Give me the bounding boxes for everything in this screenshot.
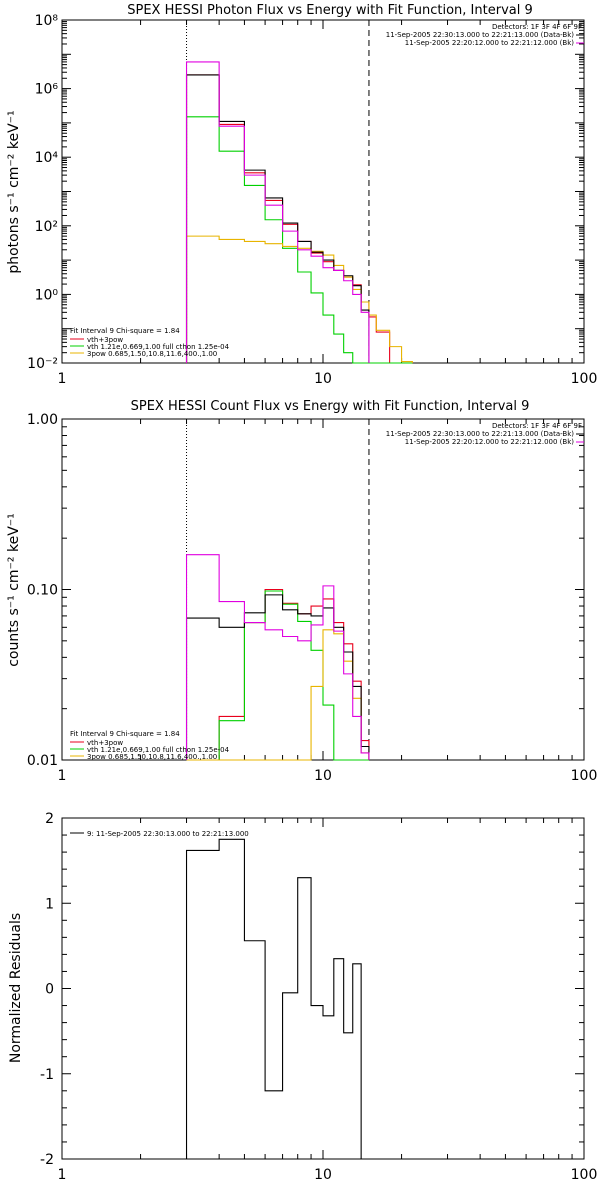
photon-flux-ytick-label: 10² [35,219,58,235]
count-flux-header-line2: 11-Sep-2005 22:30:13.000 to 22:21:13.000… [386,430,575,438]
photon-flux-xtick-label: 1 [58,371,67,387]
residuals-series [185,838,362,1159]
residuals-ytick-label: -1 [40,1067,54,1083]
photon-flux-header-line2: 11-Sep-2005 22:30:13.000 to 22:21:13.000… [386,31,575,39]
photon-flux-legend-label-0: vth+3pow [87,336,123,344]
residuals-xtick-label: 100 [571,1167,598,1183]
photon-flux-ytick-label: 10⁸ [35,13,59,29]
residuals-ticks: 1 10 100 -2 -1 0 1 2 [40,811,597,1183]
photon-flux-header-line3: 11-Sep-2005 22:20:12.000 to 22:21:12.000… [405,39,575,47]
count-flux-ticks: 1 10 100 0.01 0.10 1.00 [27,412,598,784]
photon-flux-xtick-label: 100 [571,371,598,387]
count-flux-series [185,554,370,761]
photon-flux-ytick-label: 10⁴ [35,150,59,166]
count-flux-series-4 [185,554,370,760]
photon-flux-legend-label-2: 3pow 0.685,1.50,10.8,11.6,400.,1.00 [87,350,217,358]
count-flux-panel: SPEX HESSI Count Flux vs Energy with Fit… [6,399,597,784]
count-flux-legend-label-1: vth 1.21e,0.669,1.00 full cthon 1.25e-04 [87,746,230,754]
count-flux-legend-label-0: vth+3pow [87,739,123,747]
photon-flux-ytick-label: 10⁻² [27,356,58,372]
count-flux-series-2 [186,629,370,761]
count-flux-legend-label-2: 3pow 0.685,1.50,10.8,11.6,400.,1.00 [87,753,217,761]
photon-flux-series-4 [185,61,370,363]
count-flux-fit-text: Fit Interval 9 Chi-square = 1.84 [70,730,180,738]
photon-flux-xtick-label: 10 [314,371,332,387]
photon-flux-legend-label-1: vth 1.21e,0.669,1.00 full cthon 1.25e-04 [87,343,230,351]
residuals-panel: Normalized Residuals 1 10 100 -2 -1 0 1 2 9: 11… [8,811,597,1183]
photon-flux-ylabel: photons s⁻¹ cm⁻² keV⁻¹ [6,110,22,273]
residuals-xtick-label: 1 [58,1167,67,1183]
residuals-xtick-label: 10 [314,1167,332,1183]
count-flux-ytick-label: 1.00 [27,412,58,428]
residuals-ytick-label: 1 [45,896,54,912]
photon-flux-series [185,61,413,364]
count-flux-title: SPEX HESSI Count Flux vs Energy with Fit… [131,399,530,414]
count-flux-legend: vth+3pow vth 1.21e,0.669,1.00 full cthon… [70,739,230,761]
photon-flux-ticks: 1 10 100 10⁻² 10⁰ 10² 10⁴ 10⁶ 10⁸ [27,13,597,387]
photon-flux-title: SPEX HESSI Photon Flux vs Energy with Fi… [127,3,533,18]
residuals-ylabel: Normalized Residuals [8,913,24,1063]
residuals-ytick-label: 0 [45,982,54,998]
count-flux-xtick-label: 10 [314,768,332,784]
count-flux-series-1 [186,590,369,761]
photon-flux-ytick-label: 10⁶ [35,82,59,98]
photon-flux-ytick-label: 10⁰ [35,287,59,303]
photon-flux-series-0 [185,74,413,364]
photon-flux-header-line1: Detectors: 1F 3F 4F 6F 9F [492,23,582,31]
count-flux-header-line1: Detectors: 1F 3F 4F 6F 9F [492,422,582,430]
photon-flux-legend: vth+3pow vth 1.21e,0.669,1.00 full cthon… [70,336,230,358]
count-flux-ytick-label: 0.10 [27,583,58,599]
count-flux-xtick-label: 1 [58,768,67,784]
residuals-ytick-label: -2 [40,1152,54,1168]
residuals-ytick-label: 2 [45,811,54,827]
photon-flux-fit-text: Fit Interval 9 Chi-square = 1.84 [70,327,180,335]
count-flux-ylabel: counts s⁻¹ cm⁻² keV⁻¹ [6,513,22,667]
count-flux-markers [186,419,370,760]
residuals-series-0 [185,838,362,1159]
count-flux-xtick-label: 100 [571,768,598,784]
photon-flux-panel: SPEX HESSI Photon Flux vs Energy with Fi… [6,3,597,387]
count-flux-header-line3: 11-Sep-2005 22:20:12.000 to 22:21:12.000… [405,438,575,446]
count-flux-ytick-label: 0.01 [27,753,58,769]
residuals-legend-text: 9: 11-Sep-2005 22:30:13.000 to 22:21:13.… [87,830,249,838]
